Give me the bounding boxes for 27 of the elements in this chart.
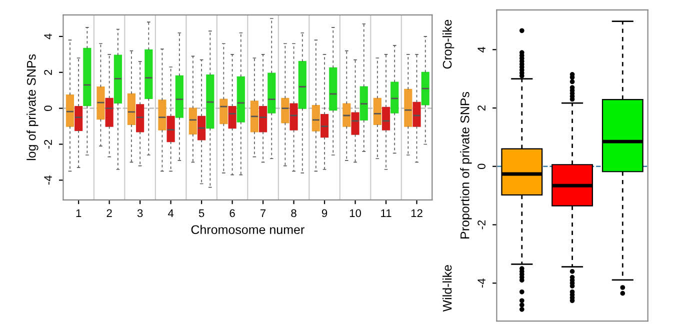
y-tick-label: 0 (478, 164, 486, 170)
x-tick-label: 7 (260, 209, 266, 218)
x-tick-label: 10 (350, 209, 362, 218)
y-tick-label: 2 (478, 105, 486, 111)
x-tick-label: 11 (381, 209, 392, 218)
x-tick-label: 4 (168, 209, 174, 218)
y-tick-label: 0 (44, 106, 52, 111)
y-axis-title: Proportion of private SNPs (460, 92, 472, 238)
x-tick-label: 3 (137, 209, 143, 218)
y-tick-label: 4 (478, 46, 486, 52)
y-tick-label: -2 (44, 140, 52, 149)
y-tick-label: -4 (478, 278, 486, 288)
y-axis-title: log of private SNPs (26, 54, 38, 160)
x-tick-label: 12 (411, 209, 422, 218)
x-tick-label: 9 (322, 209, 328, 218)
x-tick-label: 6 (230, 209, 235, 218)
text: Wild-like (442, 265, 452, 312)
x-tick-label: 5 (198, 209, 204, 218)
y-tick-label: -2 (478, 220, 486, 230)
y-tick-label: -4 (44, 176, 52, 185)
x-tick-label: 2 (106, 209, 112, 218)
x-tick-label: 8 (291, 209, 296, 218)
y-tick-label: 4 (44, 34, 52, 40)
x-axis-title: Chromosome numer (191, 224, 304, 234)
y-tick-label: 2 (44, 70, 52, 75)
x-tick-label: 1 (76, 209, 82, 218)
text: Crop-like (442, 20, 454, 69)
